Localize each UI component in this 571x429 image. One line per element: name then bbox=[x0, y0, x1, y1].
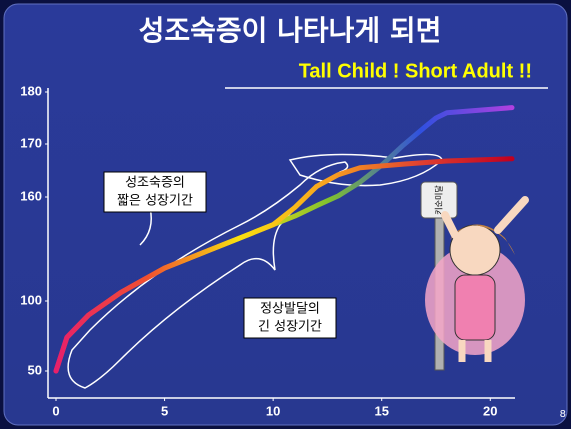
callout-text: 성조숙증의 bbox=[125, 176, 185, 191]
cartoon: 키순미달 bbox=[420, 181, 529, 371]
x-tick-label: 10 bbox=[266, 403, 280, 418]
plot: 50 100 160 170 180 0 5 10 15 20 bbox=[20, 83, 515, 418]
growth-curve bbox=[53, 156, 515, 374]
callout-text: 정상발달의 bbox=[260, 302, 320, 317]
callout-box bbox=[243, 297, 337, 339]
callout-box bbox=[103, 171, 207, 213]
x-tick-label: 20 bbox=[483, 403, 497, 418]
y-tick-label: 180 bbox=[20, 83, 42, 98]
sign-text: 키순미달 bbox=[435, 185, 444, 215]
title: 성조숙증이 나타나게 되면 bbox=[139, 14, 442, 47]
x-tick-label: 15 bbox=[374, 403, 388, 418]
callout-text: 긴 성장기간 bbox=[258, 320, 322, 335]
x-tick-label: 5 bbox=[161, 403, 168, 418]
x-tick-label: 0 bbox=[52, 403, 59, 418]
page-number: 8 bbox=[560, 409, 566, 420]
y-tick-label: 50 bbox=[28, 362, 42, 377]
y-tick-label: 100 bbox=[20, 292, 42, 307]
subtitle: Tall Child ! Short Adult !! bbox=[299, 60, 532, 82]
y-tick-label: 170 bbox=[20, 135, 42, 150]
callout-text: 짧은 성장기간 bbox=[117, 194, 193, 209]
y-tick-label: 160 bbox=[20, 188, 42, 203]
